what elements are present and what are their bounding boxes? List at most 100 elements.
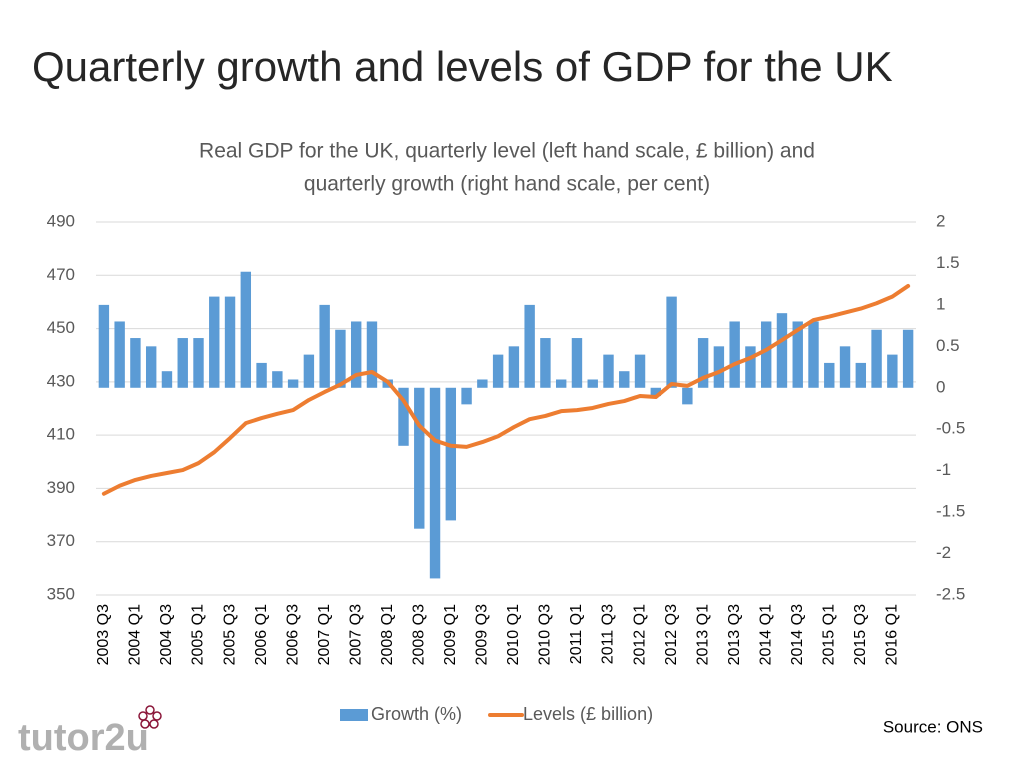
x-tick-label: 2008 Q1 [379, 604, 396, 665]
bar [792, 321, 803, 388]
y-tick-label: 410 [47, 425, 75, 444]
bar [524, 304, 535, 388]
x-tick-label: 2009 Q3 [474, 604, 491, 665]
bar [713, 346, 725, 388]
bar [824, 362, 835, 388]
y-tick-label: 390 [47, 478, 75, 497]
line [101, 283, 911, 496]
x-tick-label: 2010 Q3 [537, 604, 554, 665]
x-tick-label: 2014 Q1 [757, 604, 774, 665]
x-tick-label: 2004 Q1 [127, 604, 144, 665]
y-tick-label: 350 [47, 584, 75, 603]
y2-tick-label: 0.5 [936, 336, 960, 355]
bar [303, 354, 315, 388]
logo: tutor2u [18, 717, 149, 759]
bar [272, 371, 283, 388]
y2-tick-label: 1.5 [936, 253, 960, 272]
y2-tick-label: 0 [936, 377, 945, 396]
x-tick-label: 2015 Q1 [820, 604, 837, 665]
bar [477, 379, 488, 388]
y2-tick-label: -0.5 [936, 419, 965, 438]
bar [224, 296, 236, 388]
bar [145, 346, 157, 388]
bar [745, 346, 756, 388]
y2-tick-label: -1 [936, 460, 951, 479]
x-tick-label: 2008 Q3 [410, 604, 427, 665]
x-tick-label: 2003 Q3 [95, 604, 112, 665]
y-tick-label: 430 [47, 371, 75, 390]
logo-flower [138, 705, 162, 729]
y-tick-label: 450 [47, 318, 75, 337]
bar [287, 379, 299, 388]
y2-tick-label: 2 [936, 211, 945, 230]
x-tick-label: 2016 Q1 [884, 604, 901, 665]
bar [760, 321, 772, 388]
bar [366, 321, 378, 388]
y-tick-label: 470 [47, 265, 75, 284]
bar [682, 387, 693, 405]
bar [256, 362, 267, 388]
x-tick-label: 2014 Q3 [789, 604, 806, 665]
bar [887, 354, 898, 388]
bar [729, 321, 740, 388]
bar [98, 304, 110, 388]
y-tick-label: 490 [47, 211, 75, 230]
bar [414, 387, 425, 529]
bar [209, 296, 220, 388]
x-tick-label: 2006 Q1 [253, 604, 270, 665]
x-tick-label: 2015 Q3 [852, 604, 869, 665]
bar [508, 346, 520, 388]
bar [350, 321, 362, 388]
bar [193, 338, 204, 388]
x-tick-label: 2007 Q3 [347, 604, 364, 665]
bar [540, 338, 551, 388]
bar [650, 387, 662, 397]
bar [808, 321, 819, 388]
x-tick-label: 2005 Q1 [190, 604, 207, 665]
bar [555, 379, 567, 388]
bar [634, 354, 646, 388]
x-tick-label: 2006 Q3 [284, 604, 301, 665]
x-tick-label: 2011 Q3 [600, 604, 617, 664]
y2-tick-label: -2 [936, 543, 951, 562]
x-tick-label: 2011 Q1 [568, 604, 585, 664]
bar [776, 313, 788, 388]
x-tick-label: 2004 Q3 [158, 604, 175, 665]
chart-title: quarterly growth (right hand scale, per … [304, 173, 710, 196]
x-tick-label: 2009 Q1 [442, 604, 459, 665]
legend-label: Growth (%) [371, 704, 462, 724]
x-tick-label: 2007 Q1 [316, 604, 333, 665]
bar [603, 354, 614, 388]
y-tick-label: 370 [47, 531, 75, 550]
chart-title: Real GDP for the UK, quarterly level (le… [199, 140, 815, 163]
bar [114, 321, 125, 388]
x-tick-label: 2010 Q1 [505, 604, 522, 665]
legend-swatch [340, 709, 368, 721]
bar [319, 304, 330, 388]
x-tick-label: 2013 Q1 [694, 604, 711, 665]
bar [335, 329, 346, 388]
bar [461, 387, 472, 405]
bar [429, 387, 441, 579]
x-tick-label: 2012 Q3 [663, 604, 680, 665]
bar [161, 371, 173, 388]
bar [571, 338, 583, 388]
slide-title: Quarterly growth and levels of GDP for t… [32, 43, 893, 90]
y2-tick-label: -1.5 [936, 502, 965, 521]
bar [902, 329, 914, 388]
bar [240, 271, 252, 388]
bar [445, 387, 457, 521]
bar [492, 354, 504, 388]
x-tick-label: 2012 Q1 [631, 604, 648, 665]
y2-tick-label: -2.5 [936, 584, 965, 603]
bar [871, 329, 882, 388]
bar [666, 296, 677, 388]
legend-label: Levels (£ billion) [523, 704, 653, 724]
bar [839, 346, 851, 388]
bar [619, 371, 630, 388]
bar [177, 338, 188, 388]
x-tick-label: 2005 Q3 [221, 604, 238, 665]
bar [130, 338, 141, 388]
source: Source: ONS [883, 717, 983, 736]
